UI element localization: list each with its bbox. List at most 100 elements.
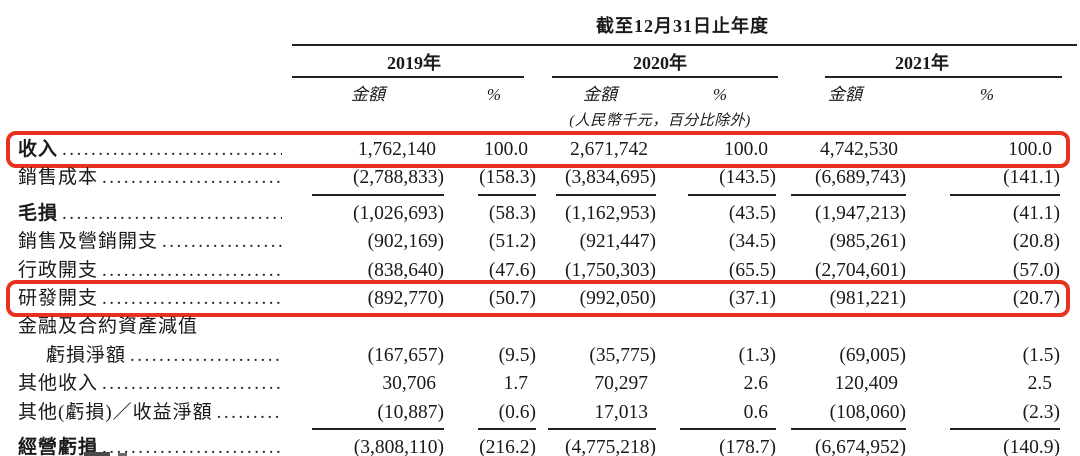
cell-value: (108,060) — [791, 399, 906, 430]
table-row: 銷售成本....................................… — [0, 164, 1080, 196]
amount-cell: (1,162,953) — [540, 200, 660, 228]
amount-cell: (1,947,213) — [780, 200, 910, 228]
amount-cell — [780, 313, 910, 341]
year-group-2019: 2019年 — [288, 50, 540, 78]
clipped-next-row-fragment — [84, 452, 110, 456]
cell-value: (65.5) — [728, 259, 776, 281]
amount-cell: (4,775,218) — [540, 434, 660, 456]
cell-value: (20.7) — [1012, 287, 1060, 309]
cell-value: 2,671,742 — [570, 139, 648, 160]
amount-cell: 1,762,140 — [288, 136, 448, 164]
cell-value: (69,005) — [839, 344, 906, 366]
percent-cell: (1.3) — [660, 342, 780, 370]
percent-cell: (50.7) — [448, 285, 540, 313]
cell-value: 0.6 — [680, 399, 776, 430]
percent-cell: (20.7) — [910, 285, 1064, 313]
row-label: 經營虧損 — [18, 436, 99, 456]
year-label-2019: 2019年 — [387, 53, 441, 73]
cell-value: (58.3) — [488, 202, 536, 224]
amount-cell: 30,706 — [288, 370, 448, 398]
year-group-2020: 2020年 — [540, 50, 780, 78]
cell-value: 1,762,140 — [358, 139, 436, 160]
cell-value: (892,770) — [367, 287, 444, 309]
leader-dots: ........................................… — [102, 287, 282, 309]
cell-value: (57.0) — [1012, 259, 1060, 281]
percent-cell — [910, 313, 1064, 341]
percent-cell: 2.5 — [910, 370, 1064, 398]
cell-value: (50.7) — [488, 287, 536, 309]
amount-cell: (3,834,695) — [540, 164, 660, 196]
cell-value: (3,808,110) — [353, 436, 444, 456]
row-label-cell: 銷售及營銷開支.................................… — [0, 228, 288, 256]
cell-value: 100.0 — [1008, 139, 1052, 160]
amount-cell: (1,026,693) — [288, 200, 448, 228]
leader-dots: ........................................… — [102, 259, 282, 281]
row-label-cell: 其他(虧損)／收益淨額.............................… — [0, 399, 288, 427]
row-label-cell: 收入......................................… — [0, 136, 288, 164]
cell-value: (140.9) — [1003, 436, 1060, 456]
percent-header-2020: % — [712, 85, 728, 104]
cell-value: (2,704,601) — [815, 259, 906, 281]
cell-value: (35,775) — [589, 344, 656, 366]
leader-dots: ........................................… — [62, 139, 282, 160]
percent-cell: (43.5) — [660, 200, 780, 228]
leader-dots: ........................................… — [102, 436, 282, 456]
amount-cell: (992,050) — [540, 285, 660, 313]
cell-value: (921,447) — [579, 231, 656, 253]
cell-value: 30,706 — [382, 373, 436, 395]
percent-cell: (2.3) — [910, 399, 1064, 430]
percent-cell: (158.3) — [448, 164, 540, 196]
cell-value: (6,689,743) — [791, 164, 906, 196]
table-row: 虧損淨額....................................… — [0, 342, 1080, 370]
cell-value: (1.5) — [1022, 344, 1060, 366]
cell-value: (47.6) — [488, 259, 536, 281]
leader-dots: ........................................… — [162, 231, 282, 253]
percent-cell: 100.0 — [660, 136, 780, 164]
cell-value: (2,788,833) — [312, 164, 444, 196]
cell-value: 2.6 — [743, 373, 768, 395]
cell-value: 1.7 — [503, 373, 528, 395]
cell-value: 2.5 — [1027, 373, 1052, 395]
year-rule-2020 — [552, 76, 778, 78]
percent-cell: (141.1) — [910, 164, 1064, 196]
cell-value: (4,775,218) — [565, 436, 656, 456]
cell-value: (216.2) — [479, 436, 536, 456]
table-row: 其他(虧損)／收益淨額.............................… — [0, 399, 1080, 430]
row-label-cell: 行政開支....................................… — [0, 257, 288, 285]
cell-value: (6,674,952) — [815, 436, 906, 456]
percent-cell: 100.0 — [448, 136, 540, 164]
year-rule-2021 — [825, 76, 1062, 78]
amount-cell: (6,674,952) — [780, 434, 910, 456]
percent-cell: 1.7 — [448, 370, 540, 398]
amount-header-2020: 金額 — [583, 85, 617, 104]
percent-cell: (57.0) — [910, 257, 1064, 285]
cell-value: (1,162,953) — [565, 202, 656, 224]
amount-cell: 17,013 — [540, 399, 660, 430]
unit-note: (人民幣千元，百分比除外) — [569, 113, 751, 129]
cell-value: (1,750,303) — [565, 259, 656, 281]
row-label-cell: 其他收入....................................… — [0, 370, 288, 398]
cell-value: (43.5) — [728, 202, 776, 224]
table-row: 經營虧損....................................… — [0, 434, 1080, 456]
row-label: 研發開支 — [18, 287, 99, 309]
header-top-rule — [292, 44, 1077, 46]
leader-dots: ........................................… — [62, 202, 282, 224]
table-row: 銷售及營銷開支.................................… — [0, 228, 1080, 256]
row-label-cell: 毛損......................................… — [0, 200, 288, 228]
amount-cell: (838,640) — [288, 257, 448, 285]
leader-dots: ........................................… — [130, 344, 282, 366]
cell-value: (1,026,693) — [353, 202, 444, 224]
amount-cell — [288, 313, 448, 341]
table-body: 收入......................................… — [0, 131, 1080, 456]
cell-value: (902,169) — [367, 231, 444, 253]
year-group-2021: 2021年 — [780, 50, 1064, 78]
table-row: 金融及合約資產減值 — [0, 313, 1080, 341]
row-label: 其他收入 — [18, 373, 99, 395]
cell-value: 4,742,530 — [820, 139, 898, 160]
percent-cell: (51.2) — [448, 228, 540, 256]
cell-value: 120,409 — [834, 373, 898, 395]
table-row: 毛損......................................… — [0, 200, 1080, 228]
cell-value: (37.1) — [728, 287, 776, 309]
cell-value: (141.1) — [950, 164, 1060, 196]
year-label-2021: 2021年 — [895, 53, 949, 73]
